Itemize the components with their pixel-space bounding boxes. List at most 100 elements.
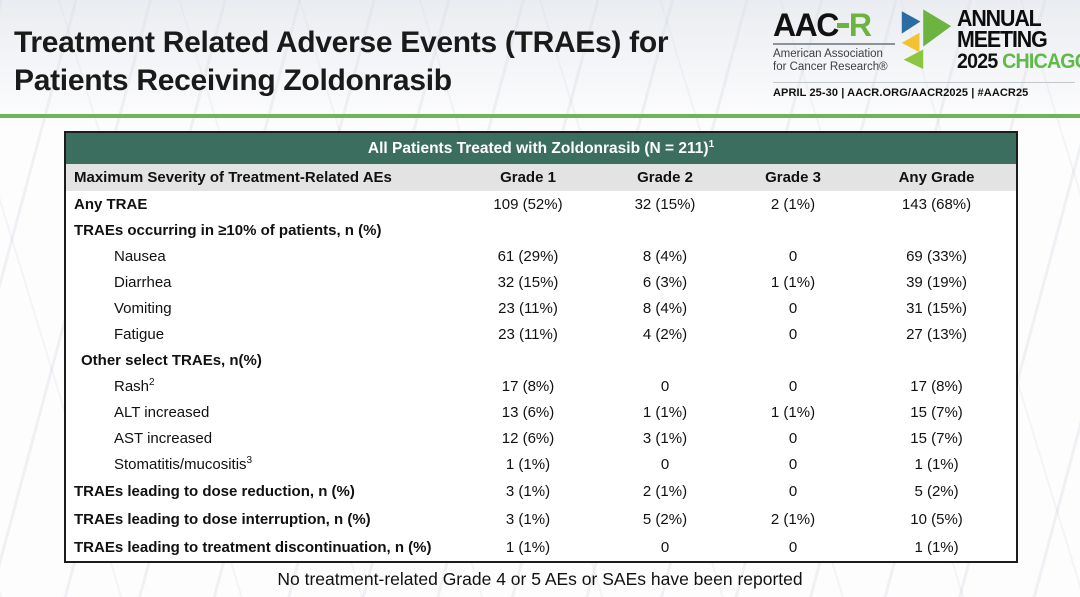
col-header-grade1: Grade 1: [455, 164, 601, 191]
table-row: Vomiting 23 (11%) 8 (4%) 0 31 (15%): [65, 295, 1017, 321]
label-superscript: 2: [149, 377, 155, 388]
cell-any-grade: 69 (33%): [906, 247, 967, 265]
cell-grade1: 23 (11%): [498, 299, 558, 317]
aacr-wordmark: AAC R: [773, 9, 895, 42]
cell-any-grade: 1 (1%): [914, 538, 959, 556]
cell-grade2: [601, 347, 729, 373]
cell-grade2: 8 (4%): [642, 247, 688, 265]
cell-grade2: 1 (1%): [642, 403, 688, 421]
title-line-2: Patients Receiving Zoldonrasib: [14, 64, 452, 97]
col-header-label: Maximum Severity of Treatment-Related AE…: [65, 164, 455, 191]
cell-any-grade: [857, 347, 1017, 373]
cell-any-grade: 5 (2%): [914, 482, 959, 500]
cell-grade1: 17 (8%): [501, 377, 555, 395]
title-divider: [0, 114, 1080, 118]
cell-grade1: 23 (11%): [498, 325, 558, 343]
row-label: TRAEs leading to dose interruption, n (%…: [74, 511, 371, 528]
row-label: TRAEs occurring in ≥10% of patients, n (…: [74, 222, 382, 239]
cell-grade3: 2 (1%): [770, 195, 816, 213]
cell-grade2: 4 (2%): [642, 325, 688, 343]
row-label: Other select TRAEs, n(%): [81, 352, 262, 369]
label-superscript: 3: [246, 455, 253, 466]
table-row: TRAEs occurring in ≥10% of patients, n (…: [65, 217, 1017, 243]
table-row: Diarrhea 32 (15%) 6 (3%) 1 (1%) 39 (19%): [65, 269, 1017, 295]
wordmark-divider: [773, 43, 895, 45]
cell-grade1: 13 (6%): [501, 403, 555, 421]
aacr-triangle-icon: [901, 9, 952, 69]
table-row: Fatigue 23 (11%) 4 (2%) 0 27 (13%): [65, 321, 1017, 347]
row-label: AST increased: [114, 430, 213, 447]
column-header-row: Maximum Severity of Treatment-Related AE…: [65, 164, 1018, 191]
cell-grade3: 0: [788, 299, 798, 317]
cell-grade2: 32 (15%): [634, 195, 696, 213]
cell-grade2: 0: [660, 538, 670, 556]
cell-grade2: 8 (4%): [642, 299, 688, 317]
cell-grade3: 0: [788, 325, 798, 343]
table-row: Any TRAE 109 (52%) 32 (15%) 2 (1%) 143 (…: [65, 191, 1017, 217]
org-line-2: for Cancer Research®: [773, 61, 888, 73]
table-band-title: All Patients Treated with Zoldonrasib (N…: [65, 132, 1018, 164]
cell-grade1: 1 (1%): [505, 538, 551, 556]
cell-grade1: 3 (1%): [505, 482, 551, 500]
title-line-1: Treatment Related Adverse Events (TRAEs)…: [14, 26, 669, 59]
row-label: Any TRAE: [74, 196, 148, 213]
meeting-line-2: MEETING: [957, 26, 1048, 52]
aacr-wordmark-black: AAC: [773, 7, 839, 43]
row-label: Diarrhea: [114, 274, 172, 291]
row-label: TRAEs leading to dose reduction, n (%): [74, 483, 355, 500]
cell-grade3: 0: [788, 455, 798, 473]
table-row: TRAEs leading to dose interruption, n (%…: [65, 505, 1017, 533]
meeting-wordmark: ANNUAL MEETING 2025 CHICAGO: [957, 5, 1080, 74]
cell-any-grade: 143 (68%): [901, 195, 972, 213]
col-header-grade3: Grade 3: [729, 164, 857, 191]
traes-table: All Patients Treated with Zoldonrasib (N…: [64, 131, 1019, 563]
page-title: Treatment Related Adverse Events (TRAEs)…: [14, 24, 774, 100]
table-row: Nausea 61 (29%) 8 (4%) 0 69 (33%): [65, 243, 1017, 269]
row-label: Vomiting: [114, 300, 172, 317]
footnote: No treatment-related Grade 4 or 5 AEs or…: [277, 569, 803, 589]
table-row: Stomatitis/mucositis3 1 (1%) 0 0 1 (1%): [65, 451, 1017, 477]
meeting-line-1: ANNUAL: [957, 5, 1042, 31]
cell-grade3: 0: [788, 538, 798, 556]
row-label: Rash2: [114, 377, 155, 395]
col-header-any-grade: Any Grade: [857, 164, 1018, 191]
table-row: Other select TRAEs, n(%): [65, 347, 1017, 373]
cell-grade3: 0: [788, 482, 798, 500]
cell-any-grade: 15 (7%): [910, 429, 963, 447]
logo-divider: [773, 82, 1075, 83]
band-superscript: 1: [708, 138, 715, 150]
table-row: Rash2 17 (8%) 0 0 17 (8%): [65, 373, 1017, 399]
cell-grade3: [729, 347, 857, 373]
row-label: Nausea: [114, 248, 166, 265]
cell-grade1: 3 (1%): [505, 510, 551, 528]
table-band-row: All Patients Treated with Zoldonrasib (N…: [65, 132, 1018, 164]
table-row: TRAEs leading to treatment discontinuati…: [65, 533, 1017, 562]
aacr-org-name: American Association for Cancer Research…: [773, 48, 895, 74]
cell-grade1: [455, 347, 601, 373]
cell-any-grade: 15 (7%): [910, 403, 963, 421]
cell-any-grade: [857, 217, 1017, 243]
row-label: Stomatitis/mucositis3: [114, 455, 253, 473]
logo-tagline: APRIL 25-30 | AACR.ORG/AACR2025 | #AACR2…: [773, 87, 1029, 99]
cell-grade3: 0: [788, 247, 798, 265]
table-row: TRAEs leading to dose reduction, n (%) 3…: [65, 477, 1017, 505]
cell-grade3: 2 (1%): [770, 510, 816, 528]
cell-any-grade: 1 (1%): [914, 455, 959, 473]
cell-any-grade: 39 (19%): [906, 273, 967, 291]
cell-grade3: 1 (1%): [770, 403, 816, 421]
cell-grade2: [601, 217, 729, 243]
cell-grade2: 5 (2%): [642, 510, 688, 528]
cell-any-grade: 10 (5%): [910, 510, 963, 528]
org-line-1: American Association: [773, 48, 883, 60]
table-row: ALT increased 13 (6%) 1 (1%) 1 (1%) 15 (…: [65, 399, 1017, 425]
cell-grade1: 1 (1%): [505, 455, 551, 473]
cell-grade2: 0: [660, 455, 670, 473]
cell-any-grade: 17 (8%): [910, 377, 963, 395]
aacr-wordmark-green: R: [848, 7, 872, 43]
cell-grade1: [455, 217, 601, 243]
cell-any-grade: 27 (13%): [906, 325, 967, 343]
cell-any-grade: 31 (15%): [906, 299, 967, 317]
cell-grade1: 61 (29%): [497, 247, 559, 265]
cell-grade3: 0: [788, 429, 798, 447]
